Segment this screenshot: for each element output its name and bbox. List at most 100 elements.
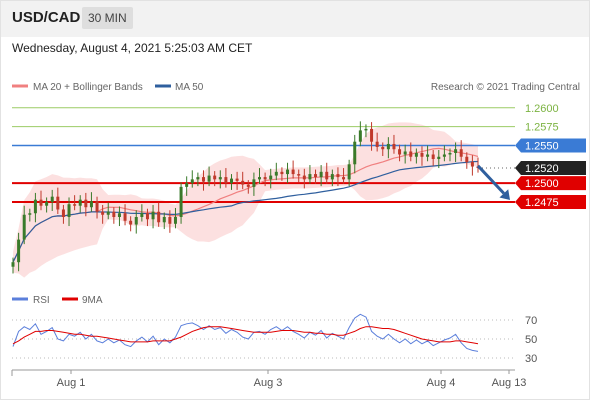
timeframe-button[interactable]: 30 MIN <box>82 7 133 29</box>
candle-body <box>207 175 211 182</box>
candle-body <box>403 151 407 155</box>
candle-body <box>392 143 396 150</box>
candle-body <box>459 149 463 157</box>
time-tick-label: Aug 13 <box>492 377 527 389</box>
time-axis: Aug 1 Aug 3 Aug 4 Aug 13 <box>11 369 527 389</box>
level-label-1-2600: 1.2600 <box>525 103 559 115</box>
price-chart: MA 20 + Bollinger Bands MA 50 Research ©… <box>11 82 586 278</box>
candle-body <box>336 174 340 178</box>
candle-body <box>370 128 374 142</box>
candle-body <box>123 213 127 221</box>
candle-body <box>162 217 166 223</box>
candle-body <box>45 201 49 206</box>
candle-body <box>157 211 161 223</box>
rsi-legend-label: RSI <box>33 295 50 306</box>
bollinger-band-layer <box>13 122 478 278</box>
rsi-lines <box>12 313 479 352</box>
candle-body <box>190 179 194 184</box>
candle-body <box>297 174 301 176</box>
candle-body <box>61 209 65 218</box>
candle-body <box>11 262 15 267</box>
candle-body <box>201 177 205 182</box>
ma20-legend-label: MA 20 + Bollinger Bands <box>33 82 143 93</box>
rsi-tick-label-30: 30 <box>525 353 537 365</box>
chart-timestamp: Wednesday, August 4, 2021 5:25:03 AM CET <box>12 41 253 55</box>
candle-body <box>89 201 93 208</box>
candle-body <box>448 152 452 155</box>
candle-body <box>269 175 273 180</box>
candle-body <box>347 164 351 180</box>
level-labels-layer: 1.2600 1.2575 1.2550 1.2520 1.2500 1.2475 <box>515 103 586 209</box>
forecast-arrow-head <box>499 189 510 200</box>
candle-body <box>168 217 172 224</box>
candle-body <box>224 177 228 184</box>
rsi-panel: RSI 9MA 70 50 30 Aug 1 Aug 3 Aug 4 Aug 13 <box>11 295 537 389</box>
level-label-1-2520: 1.2520 <box>525 163 559 175</box>
candle-body <box>185 183 189 187</box>
candle-body <box>442 154 446 157</box>
candle-body <box>229 178 233 184</box>
candle-body <box>302 175 306 180</box>
ma9-legend-label: 9MA <box>82 295 103 306</box>
candle-body <box>353 141 357 165</box>
candle-body <box>145 213 149 220</box>
level-badge-1-2520 <box>515 161 586 176</box>
candle-body <box>258 177 262 180</box>
candle-body <box>381 146 385 150</box>
candle-body <box>106 211 110 215</box>
candles-layer <box>11 121 480 274</box>
candle-body <box>330 174 334 180</box>
candle-body <box>22 214 26 240</box>
level-label-1-2500: 1.2500 <box>525 178 559 190</box>
ma50-legend-label: MA 50 <box>175 82 204 93</box>
candle-body <box>364 128 368 131</box>
candle-body <box>218 177 222 180</box>
level-badge-1-2500 <box>515 176 586 191</box>
candle-body <box>67 204 71 218</box>
copyright-text: Research © 2021 Trading Central <box>431 82 580 93</box>
candle-body <box>314 174 318 178</box>
candle-body <box>470 162 474 167</box>
rsi-grid: 70 50 30 <box>12 315 537 365</box>
candle-body <box>17 239 21 263</box>
candle-body <box>28 213 32 215</box>
candle-body <box>252 179 256 187</box>
candle-body <box>280 171 284 175</box>
candle-body <box>241 180 245 185</box>
price-legend: MA 20 + Bollinger Bands MA 50 Research ©… <box>12 82 580 93</box>
candle-body <box>179 186 183 218</box>
candle-body <box>134 217 138 225</box>
candle-body <box>409 151 413 157</box>
level-badge-1-2475 <box>515 194 586 209</box>
candle-body <box>375 141 379 147</box>
candle-body <box>437 156 441 160</box>
level-label-1-2550: 1.2550 <box>525 140 559 152</box>
rsi-ma9-line <box>12 326 479 345</box>
candle-body <box>465 156 469 163</box>
candle-body <box>325 171 329 180</box>
candle-body <box>151 211 155 220</box>
candle-body <box>84 199 88 208</box>
ma50-line <box>12 160 479 263</box>
moving-average-layer <box>12 147 479 263</box>
candle-body <box>274 171 278 176</box>
candle-body <box>95 201 99 212</box>
candle-body <box>342 177 346 180</box>
candle-body <box>50 196 54 202</box>
candle-body <box>56 196 60 210</box>
candle-body <box>414 152 418 157</box>
candle-body <box>426 154 430 157</box>
level-badge-1-2550 <box>515 138 586 153</box>
rsi-tick-label-50: 50 <box>525 334 537 346</box>
time-tick-label: Aug 1 <box>57 377 86 389</box>
candle-body <box>196 177 200 180</box>
rsi-legend: RSI 9MA <box>12 295 103 306</box>
rsi-tick-label-70: 70 <box>525 315 537 327</box>
rsi-line <box>12 313 479 352</box>
candle-body <box>129 220 133 225</box>
time-tick-label: Aug 3 <box>254 377 283 389</box>
candle-body <box>39 199 43 206</box>
candle-body <box>213 175 217 180</box>
candle-body <box>246 184 250 187</box>
candle-body <box>291 169 295 175</box>
